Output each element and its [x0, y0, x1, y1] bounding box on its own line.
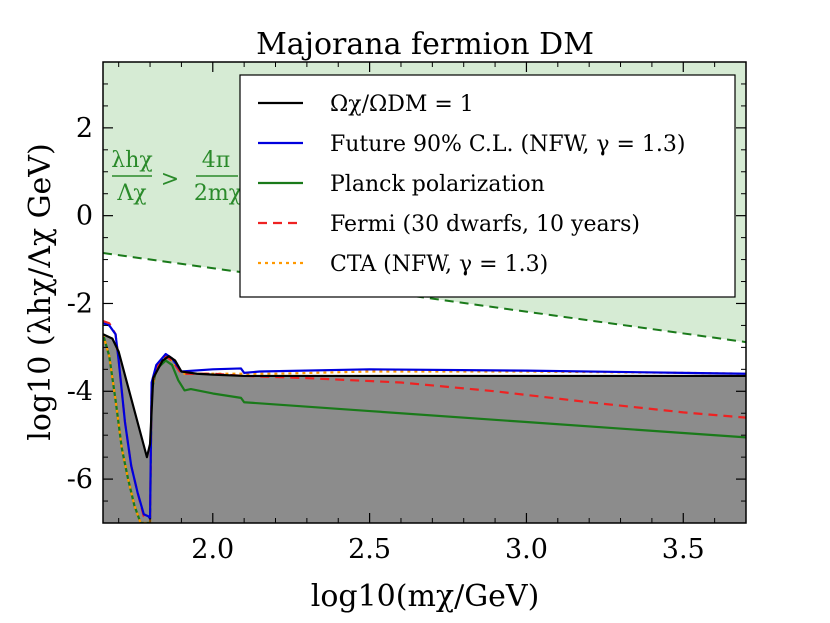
perturbativity-boundary-line	[103, 251, 746, 344]
x-axis-label: log10(mχ/GeV)	[311, 579, 540, 614]
x-tick-label: 3.0	[505, 534, 548, 565]
series-line-2	[103, 333, 746, 523]
legend-label-1: Future 90% C.L. (NFW, γ = 1.3)	[330, 132, 686, 157]
series-layer	[103, 319, 746, 523]
legend: Ωχ/ΩDM = 1 Future 90% C.L. (NFW, γ = 1.3)…	[239, 74, 736, 298]
series-line-1	[103, 322, 746, 520]
legend-label-0: Ωχ/ΩDM = 1	[330, 92, 474, 117]
y-axis-label: log10 (λhχ/Λχ GeV)	[23, 143, 58, 440]
annotation-numerator: λhχ	[111, 148, 152, 173]
y-tick-label: -6	[67, 464, 93, 495]
annotation-relation: >	[161, 167, 179, 192]
annotation-denominator: Λχ	[116, 181, 146, 206]
x-tick-label: 3.5	[662, 534, 705, 565]
legend-label-3: Fermi (30 dwarfs, 10 years)	[330, 212, 640, 237]
axes-frame	[102, 61, 747, 524]
x-tick-label: 2.5	[348, 534, 391, 565]
y-tick-label: -4	[67, 376, 93, 407]
y-tick-label: 2	[76, 113, 93, 144]
annotation-rhs-numerator: 4π	[202, 148, 230, 173]
chart-title: Majorana fermion DM	[256, 27, 594, 62]
y-tick-label: -2	[67, 288, 93, 319]
series-line-0	[103, 333, 746, 459]
legend-label-2: Planck polarization	[330, 172, 545, 197]
y-tick-label: 0	[76, 201, 93, 232]
annotation-rhs-denominator: 2mχ	[194, 181, 242, 206]
x-tick-label: 2.0	[191, 534, 234, 565]
legend-entries: Ωχ/ΩDM = 1 Future 90% C.L. (NFW, γ = 1.3)…	[258, 92, 686, 277]
region-annotation: λhχ Λχ > 4π 2mχ	[111, 148, 242, 206]
relic-excluded-region	[103, 334, 746, 523]
ticks-layer: 2.0 2.5 3.0 3.5 -6 -4 -2 0 2	[67, 61, 747, 565]
legend-box	[239, 74, 736, 298]
legend-label-4: CTA (NFW, γ = 1.3)	[330, 252, 548, 277]
